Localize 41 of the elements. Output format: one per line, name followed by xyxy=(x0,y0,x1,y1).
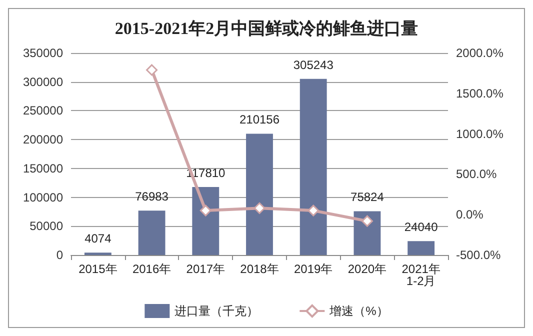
x-tick-label: 2019年 xyxy=(294,262,333,276)
y-tick-label: 300000 xyxy=(22,74,64,89)
y-tick-label: 100000 xyxy=(22,190,64,204)
bar xyxy=(138,210,166,255)
y-tick-label: 350000 xyxy=(22,46,64,60)
y-tick-label: 150000 xyxy=(22,161,64,176)
x-tick-label: 2016年 xyxy=(132,262,172,276)
y-tick-label: 200000 xyxy=(22,132,64,147)
y2-tick-label: 1500.0% xyxy=(456,86,504,100)
y2-tick-label: 1000.0% xyxy=(456,126,504,141)
legend-label: 进口量（千克） xyxy=(174,304,259,318)
bar xyxy=(354,211,381,255)
point xyxy=(146,64,158,76)
bar xyxy=(192,187,220,255)
y-tick-label: 250000 xyxy=(22,104,64,118)
y2-tick-label: 500.0% xyxy=(456,167,498,182)
data-label: 24040 xyxy=(404,220,438,234)
point xyxy=(200,204,212,216)
x-tick-label: 2020年 xyxy=(348,262,387,276)
data-label: 305243 xyxy=(293,58,334,72)
bar xyxy=(246,134,273,255)
point xyxy=(308,204,320,216)
x-tick-label: 2015年 xyxy=(78,262,118,276)
x-tick-label: 2021年1-2月 xyxy=(402,262,440,288)
data-label: 76983 xyxy=(135,190,169,204)
data-label: 75824 xyxy=(350,190,384,204)
y2-tick-label: 2000.0% xyxy=(456,46,504,60)
point xyxy=(361,215,373,227)
y-tick-label: 0 xyxy=(56,248,64,262)
x-tick-label: 2017年 xyxy=(186,262,225,276)
bar xyxy=(408,241,435,255)
y-tick-label: 50000 xyxy=(30,219,64,234)
data-label: 210156 xyxy=(239,112,280,127)
y2-tick-label: 0.0% xyxy=(456,208,484,222)
chart-title: 2015-2021年2月中国鲜或冷的鲱鱼进口量 xyxy=(114,19,418,38)
x-tick-label: 2018年 xyxy=(240,262,279,276)
legend-label: 增速（%） xyxy=(328,304,388,318)
point xyxy=(254,202,266,214)
bar xyxy=(300,78,327,255)
data-label: 4074 xyxy=(84,232,112,246)
y2-tick-label: -500.0% xyxy=(456,248,502,262)
